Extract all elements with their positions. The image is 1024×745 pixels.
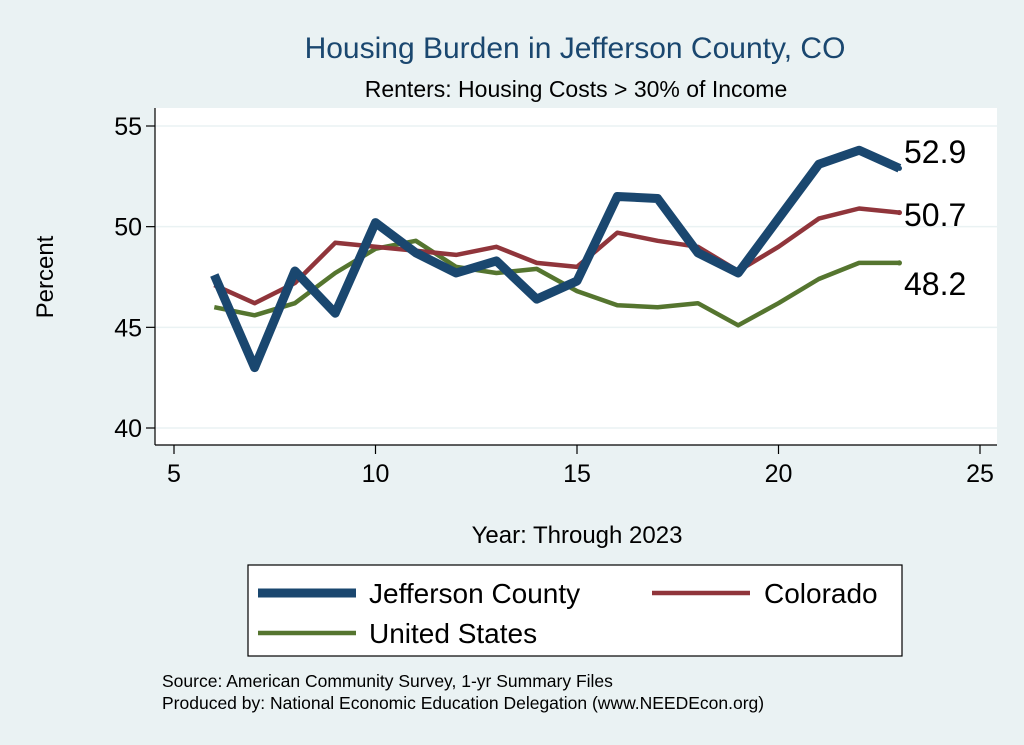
legend-label: Jefferson County [369, 578, 580, 609]
chart-titles: Housing Burden in Jefferson County, CO R… [305, 32, 846, 102]
x-tick-label: 5 [167, 460, 181, 488]
produced-by-note: Produced by: National Economic Education… [162, 693, 764, 713]
end-value-label: 48.2 [904, 266, 966, 302]
series-line-united-states [213, 238, 900, 328]
legend: Jefferson County Colorado United States [247, 564, 903, 657]
x-tick-label: 25 [966, 460, 994, 488]
y-tick-label: 40 [114, 415, 142, 443]
x-tick-label: 10 [362, 460, 390, 488]
y-tick-label: 45 [114, 314, 142, 342]
end-value-label: 50.7 [904, 197, 966, 233]
series-line-colorado [213, 206, 900, 306]
end-labels: 52.9 50.7 48.2 [904, 134, 966, 302]
gridlines [155, 125, 997, 429]
source-notes: Source: American Community Survey, 1-yr … [162, 671, 764, 713]
x-tick-label: 20 [765, 460, 793, 488]
y-tick-label: 55 [114, 113, 142, 141]
x-tick-label: 15 [563, 460, 591, 488]
legend-label: Colorado [764, 578, 878, 609]
end-value-label: 52.9 [904, 134, 966, 170]
end-point-marker [896, 260, 903, 266]
source-note: Source: American Community Survey, 1-yr … [162, 671, 613, 691]
y-tick-label: 50 [114, 214, 142, 242]
y-axis-title: Percent [32, 235, 59, 318]
legend-label: United States [369, 618, 537, 649]
legend-box [247, 564, 903, 657]
series-lines [210, 145, 903, 373]
chart-title: Housing Burden in Jefferson County, CO [305, 32, 846, 65]
y-ticks: 40 45 50 55 [114, 113, 155, 443]
x-ticks: 5 10 15 20 25 [167, 445, 994, 488]
series-line-jefferson-county [210, 145, 902, 373]
end-point-marker [896, 209, 903, 216]
end-point-marker [896, 165, 903, 171]
axes [154, 108, 997, 446]
x-axis-title: Year: Through 2023 [472, 522, 683, 549]
chart-subtitle: Renters: Housing Costs > 30% of Income [365, 76, 788, 102]
